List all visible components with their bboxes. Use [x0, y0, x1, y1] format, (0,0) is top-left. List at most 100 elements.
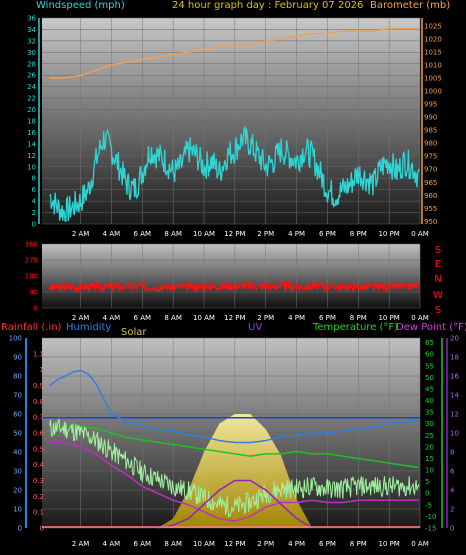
x-axis-tick-label: 2 PM: [257, 230, 274, 238]
barometer-tick: 1010: [424, 61, 442, 69]
barometer-tick: 975: [424, 153, 437, 161]
temperature-tick: 25: [425, 432, 434, 440]
rainfall-tick: 0.9: [33, 382, 44, 390]
wind-direction-series: [49, 279, 420, 294]
temperature-tick: 0: [425, 490, 429, 498]
temperature-tick: 15: [425, 455, 434, 463]
x-axis-tick-label: 6 PM: [319, 314, 336, 322]
direction-tick: 360: [25, 241, 38, 249]
uv-tick: 0: [450, 525, 454, 533]
humidity-tick: 40: [13, 449, 22, 457]
x-axis-tick-label: 8 AM: [164, 540, 182, 548]
direction-tick: 180: [25, 273, 38, 281]
direction-compass-label: S: [435, 305, 441, 316]
windspeed-tick: 16: [27, 129, 36, 137]
dewpoint-legend: Dew Point (°F): [396, 322, 466, 333]
temperature-tick: 50: [425, 374, 434, 382]
windspeed-tick: 10: [27, 163, 36, 171]
rainfall-tick: 1: [40, 366, 44, 374]
windspeed-axis-title: Windspeed (mph): [36, 0, 125, 11]
x-axis-tick-label: 8 PM: [350, 540, 367, 548]
solar-legend: Solar: [121, 327, 147, 338]
x-axis-tick-label: 2 PM: [257, 314, 274, 322]
barometer-axis-title: Barometer (mb): [370, 0, 451, 11]
x-axis-tick-label: 6 AM: [134, 230, 152, 238]
x-axis-tick-label: 2 AM: [72, 540, 90, 548]
x-axis-tick-label: 10 AM: [193, 314, 215, 322]
temperature-tick: 55: [425, 362, 434, 370]
humidity-tick: 70: [13, 392, 22, 400]
humidity-tick: 80: [13, 373, 22, 381]
humidity-tick: 20: [13, 487, 22, 495]
x-axis-tick-label: 8 AM: [164, 314, 182, 322]
humidity-tick: 60: [13, 411, 22, 419]
direction-compass-label: E: [435, 259, 441, 270]
x-axis-tick-label: 8 AM: [164, 230, 182, 238]
windspeed-tick: 6: [32, 186, 37, 194]
x-axis-tick-label: 10 AM: [193, 540, 215, 548]
temperature-tick: 45: [425, 385, 434, 393]
x-axis-tick-label: 0 AM: [411, 314, 429, 322]
rainfall-tick: 0.3: [33, 477, 44, 485]
x-axis-tick-label: 12 PM: [224, 230, 245, 238]
rainfall-tick: 0: [40, 525, 44, 533]
temperature-tick: -5: [425, 501, 432, 509]
barometer-tick: 950: [424, 218, 437, 226]
x-axis-tick-label: 0 AM: [411, 230, 429, 238]
temperature-series-line: [49, 425, 419, 469]
rainfall-tick: 0.2: [33, 493, 44, 501]
temperature-tick: 30: [425, 420, 434, 428]
x-axis-tick-label: 4 AM: [103, 540, 121, 548]
x-axis-tick-label: 6 PM: [319, 540, 336, 548]
x-axis-tick-label: 4 PM: [288, 230, 305, 238]
windspeed-tick: 20: [27, 106, 36, 114]
temperature-tick: 5: [425, 478, 429, 486]
uv-tick: 4: [450, 487, 455, 495]
x-axis-tick-label: 10 PM: [378, 230, 399, 238]
barometer-tick: 990: [424, 114, 437, 122]
rainfall-legend: Rainfall (.in): [1, 322, 62, 333]
feels-like-series-line: [49, 418, 420, 519]
uv-tick: 18: [450, 354, 459, 362]
x-axis-tick-label: 6 AM: [134, 314, 152, 322]
temperature-tick: 20: [425, 443, 434, 451]
direction-tick: 0: [34, 305, 38, 313]
chart-axes: 0246810121416182022242628303234369509559…: [9, 15, 460, 549]
uv-tick: 10: [450, 430, 459, 438]
direction-compass-label: W: [433, 290, 443, 301]
temperature-tick: 65: [425, 339, 434, 347]
uv-tick: 8: [450, 449, 454, 457]
barometer-tick: 1020: [424, 35, 442, 43]
uv-tick: 6: [450, 468, 455, 476]
dewpoint-series-line: [49, 441, 419, 522]
barometer-tick: 970: [424, 166, 437, 174]
x-axis-tick-label: 12 PM: [224, 540, 245, 548]
windspeed-series-line: [49, 125, 420, 222]
x-axis-tick-label: 2 AM: [72, 230, 90, 238]
uv-tick: 2: [450, 506, 454, 514]
barometer-tick: 980: [424, 140, 437, 148]
x-axis-tick-label: 6 AM: [134, 540, 152, 548]
x-axis-tick-label: 0 AM: [411, 540, 429, 548]
windspeed-tick: 28: [27, 60, 36, 68]
barometer-tick: 995: [424, 101, 437, 109]
x-axis-tick-label: 4 PM: [288, 314, 305, 322]
temperature-tick: 10: [425, 467, 434, 475]
x-axis-tick-label: 8 PM: [350, 230, 367, 238]
x-axis-tick-label: 4 PM: [288, 540, 305, 548]
direction-compass-label: N: [434, 274, 441, 285]
rainfall-tick: 0.1: [33, 509, 44, 517]
humidity-tick: 10: [13, 506, 22, 514]
windspeed-tick: 34: [27, 26, 36, 34]
x-axis-tick-label: 10 PM: [378, 314, 399, 322]
windspeed-tick: 8: [32, 175, 36, 183]
humidity-series-line: [49, 369, 419, 444]
barometer-tick: 960: [424, 192, 437, 200]
temperature-tick: -15: [425, 525, 436, 533]
temperature-tick: 40: [425, 397, 434, 405]
uv-tick: 20: [450, 335, 459, 343]
barometer-series-line: [49, 27, 420, 79]
direction-tick: 90: [29, 289, 38, 297]
x-axis-tick-label: 2 AM: [72, 314, 90, 322]
